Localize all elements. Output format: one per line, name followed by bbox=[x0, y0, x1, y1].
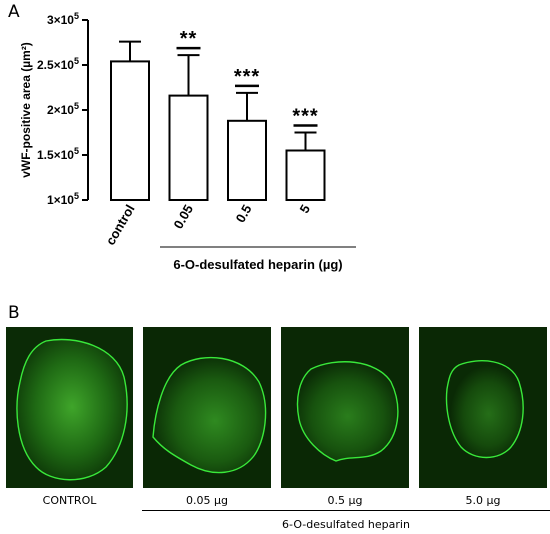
bar-chart: vWF-positive area (µm²) 1×105 1.5×105 2×10… bbox=[19, 11, 356, 272]
significance-label: *** bbox=[234, 66, 260, 88]
outline-0-05 bbox=[152, 356, 267, 474]
caption-0-5: 0.5 µg bbox=[327, 494, 363, 507]
significance-label: ** bbox=[180, 28, 198, 50]
x-category-label: 5 bbox=[296, 202, 313, 216]
bar bbox=[285, 149, 326, 201]
bars-group: ******** bbox=[110, 28, 326, 202]
significance-label: *** bbox=[292, 106, 318, 128]
y-axis: 1×105 1.5×105 2×105 2.5×105 3×105 bbox=[37, 11, 89, 207]
image-group-label: 6-O-desulfated heparin bbox=[282, 518, 410, 531]
bar bbox=[168, 94, 209, 201]
caption-5-0: 5.0 µg bbox=[465, 494, 501, 507]
y-tick-label: 3×105 bbox=[47, 11, 79, 27]
micrograph-control bbox=[6, 327, 133, 488]
y-tick-label: 2.5×105 bbox=[37, 56, 79, 72]
panel-b-label: B bbox=[8, 303, 20, 323]
outline-5-0 bbox=[445, 360, 524, 459]
image-group-underline bbox=[142, 510, 550, 511]
caption-control: CONTROL bbox=[42, 494, 97, 507]
bar bbox=[227, 119, 267, 201]
micrograph-5-0 bbox=[419, 327, 547, 488]
x-axis-label: 6-O-desulfated heparin (µg) bbox=[173, 257, 342, 272]
caption-0-05: 0.05 µg bbox=[186, 494, 228, 507]
y-tick-label: 1.5×105 bbox=[37, 146, 79, 162]
x-categories: control 0.05 0.5 5 bbox=[103, 202, 314, 248]
bar bbox=[110, 60, 150, 202]
x-category-label: 0.05 bbox=[170, 202, 196, 231]
micrograph-0-5 bbox=[281, 327, 409, 488]
y-tick-label: 1×105 bbox=[47, 191, 79, 207]
x-category-label: 0.5 bbox=[233, 202, 255, 225]
panel-a-label: A bbox=[8, 2, 20, 22]
outline-0-5 bbox=[296, 361, 399, 462]
y-tick-label: 2×105 bbox=[47, 101, 79, 117]
outline-control bbox=[16, 338, 128, 481]
x-category-label: control bbox=[103, 202, 138, 248]
micrograph-0-05 bbox=[143, 327, 271, 488]
y-axis-label: vWF-positive area (µm²) bbox=[19, 42, 33, 178]
